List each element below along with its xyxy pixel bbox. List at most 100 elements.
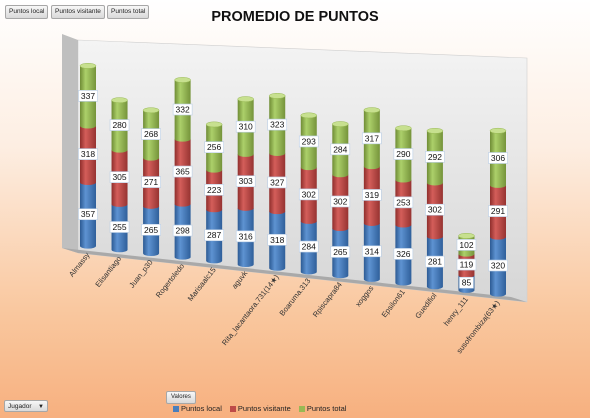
legend-label-visitante: Puntos visitante xyxy=(237,404,291,413)
data-label-bg xyxy=(78,90,98,102)
bar-top-cap xyxy=(174,77,191,83)
data-label-bg xyxy=(362,132,382,145)
data-label-bg xyxy=(141,223,161,236)
category-label-rpiscapra84: Rpiscapra84 xyxy=(311,280,344,319)
data-label-bg xyxy=(362,245,382,258)
data-label-bg xyxy=(330,246,351,258)
data-label-local-aguvk: 316 xyxy=(239,231,253,241)
data-label-visitante-marisaalc15: 223 xyxy=(207,185,221,195)
legend-item-puntos-visitante: Puntos visitante xyxy=(229,404,291,413)
data-label-total-marisaalc15: 256 xyxy=(207,142,221,152)
legend-item-puntos-total: Puntos total xyxy=(298,404,347,413)
legend-swatch-total xyxy=(298,405,305,412)
data-label-bg xyxy=(109,171,130,183)
values-field-button[interactable]: Valores xyxy=(166,391,196,404)
data-label-bg xyxy=(330,195,351,208)
bar-top-cap xyxy=(458,232,475,239)
data-label-local-rita-lacantaora-731-14: 318 xyxy=(270,235,284,245)
data-label-bg xyxy=(362,189,382,201)
data-label-local-xoggos: 314 xyxy=(365,246,379,256)
data-label-total-elisantiago: 280 xyxy=(112,120,126,130)
category-label-elisantiago: Elisantiago xyxy=(93,254,123,288)
legend-label-local: Puntos local xyxy=(181,404,222,413)
data-label-bg xyxy=(267,234,288,246)
data-label-total-juan-p30: 268 xyxy=(144,129,158,139)
category-label-xoggos: xoggos xyxy=(353,284,375,309)
data-label-bg xyxy=(172,224,193,237)
data-label-visitante-boaruma-313: 302 xyxy=(302,189,316,199)
chart-legend: Puntos local Puntos visitante Puntos tot… xyxy=(173,404,346,413)
data-label-bg xyxy=(78,148,98,160)
legend-swatch-visitante xyxy=(229,405,236,412)
data-label-bg xyxy=(172,103,193,116)
data-label-bg xyxy=(456,239,477,251)
data-label-bg xyxy=(425,203,445,216)
bar-top-cap xyxy=(205,121,223,128)
data-label-local-almassy: 357 xyxy=(81,209,95,219)
data-label-bg xyxy=(267,118,288,131)
category-label-aguvk: aguvk xyxy=(230,269,250,291)
data-label-total-guedifiol: 292 xyxy=(428,152,442,162)
category-label-henry-111: henry_111 xyxy=(442,295,470,328)
bar-top-cap xyxy=(111,97,128,104)
data-label-bg xyxy=(393,248,414,260)
data-label-bg xyxy=(330,143,351,156)
field-button-puntos-visitante[interactable]: Puntos visitante xyxy=(51,5,105,19)
data-label-local-marisaalc15: 287 xyxy=(207,230,221,240)
data-label-visitante-almassy: 318 xyxy=(81,149,95,159)
data-label-bg xyxy=(488,259,508,272)
data-label-bg xyxy=(393,196,414,209)
data-label-bg xyxy=(393,148,414,160)
data-label-bg xyxy=(425,151,445,163)
data-label-bg xyxy=(298,188,319,201)
data-label-total-aguvk: 310 xyxy=(239,122,253,132)
bar-top-cap xyxy=(363,107,381,113)
data-label-visitante-rogertoledo: 365 xyxy=(176,167,190,177)
bar-top-cap xyxy=(237,96,254,102)
data-label-bg xyxy=(78,208,98,221)
data-label-local-rpiscapra84: 265 xyxy=(333,247,347,257)
data-label-bg xyxy=(267,176,288,189)
category-label-rogertoledo: Rogertoledo xyxy=(154,262,186,300)
data-label-total-rogertoledo: 332 xyxy=(176,105,190,115)
category-label-rita-lacantaora-731-14: Rita_lacantaora.731(14★) xyxy=(220,272,281,347)
data-label-bg xyxy=(456,258,477,271)
data-label-bg xyxy=(204,141,224,154)
data-label-bg xyxy=(459,276,474,289)
data-label-bg xyxy=(235,175,256,188)
data-label-bg xyxy=(298,240,319,253)
data-label-total-xoggos: 317 xyxy=(365,133,379,143)
category-label-epsilon61: Epsilon61 xyxy=(380,288,407,320)
bar-top-cap xyxy=(395,125,412,132)
data-label-bg xyxy=(141,176,161,188)
data-label-bg xyxy=(235,120,256,133)
data-label-total-henry-111: 102 xyxy=(459,240,473,250)
bar-top-cap xyxy=(489,127,507,134)
bar-top-cap xyxy=(79,63,97,69)
data-label-visitante-xoggos: 319 xyxy=(365,190,379,200)
data-label-visitante-guedifiol: 302 xyxy=(428,205,442,215)
category-label-marisaalc15: Marisaalc15 xyxy=(186,265,218,302)
data-label-visitante-elisantiago: 305 xyxy=(112,172,126,182)
data-label-bg xyxy=(488,205,508,217)
bar-top-cap xyxy=(332,121,349,127)
data-label-visitante-aguvk: 303 xyxy=(239,176,253,186)
data-label-visitante-juan-p30: 271 xyxy=(144,177,158,187)
legend-swatch-local xyxy=(173,405,179,412)
data-label-visitante-henry-111: 119 xyxy=(460,260,474,270)
chart-floor xyxy=(62,248,527,302)
chart-side-wall xyxy=(62,34,78,253)
field-button-puntos-total[interactable]: Puntos total xyxy=(107,5,150,19)
data-label-visitante-epsilon61: 253 xyxy=(396,197,410,207)
data-label-visitante-rpiscapra84: 302 xyxy=(333,196,347,206)
jugador-filter-dropdown[interactable]: Jugador ▼ xyxy=(4,400,48,412)
data-label-bg xyxy=(204,229,224,242)
bar-top-cap xyxy=(268,92,286,99)
data-label-bg xyxy=(172,165,193,178)
data-label-local-henry-111: 85 xyxy=(462,278,472,288)
data-label-total-boaruma-313: 293 xyxy=(302,136,316,146)
field-button-puntos-local[interactable]: Puntos local xyxy=(5,5,49,19)
bar-top-cap xyxy=(300,112,318,119)
data-label-bg xyxy=(298,135,319,148)
legend-label-total: Puntos total xyxy=(306,404,347,413)
